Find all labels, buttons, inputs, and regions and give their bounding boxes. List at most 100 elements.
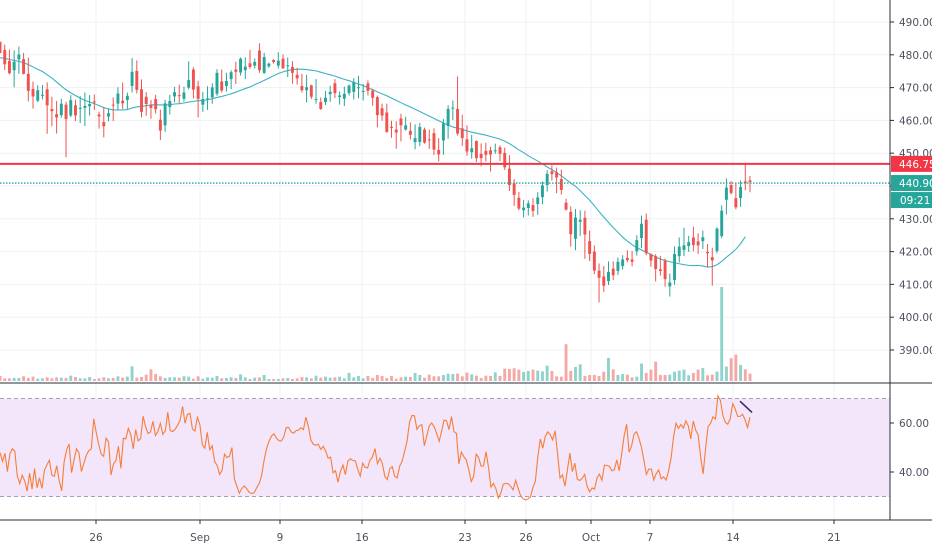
candle [394,121,398,149]
volume-bar [125,376,129,381]
y-tick-label: 420.00 [899,247,932,259]
candle [720,205,724,239]
candle [3,44,7,70]
candles [0,41,752,303]
candle-body [559,179,563,190]
volume-bar [432,376,436,381]
candle [399,113,403,142]
candle-body [512,183,516,195]
candle [319,97,323,110]
volume-bar [78,378,82,381]
candle [0,41,2,54]
candle-body [574,217,577,239]
candle [574,208,577,251]
volume-bar [206,377,210,381]
candle-body [569,211,573,235]
candle-body [229,72,233,80]
volume-bar [673,371,676,381]
candle-body [399,118,403,126]
candle [385,103,389,133]
candle-body [423,129,426,143]
candle [173,86,176,103]
volume-bar [239,374,243,381]
volume-bar [144,374,148,381]
volume-bar [168,377,172,381]
volume-bar [479,377,483,381]
volume-bar [182,376,186,381]
candle [635,235,639,256]
candle-body [328,91,332,95]
candle [706,244,710,268]
volume-bar [621,373,625,381]
volume-bar [654,361,658,381]
candle-body [342,93,346,99]
volume-bar [357,375,360,381]
candle [59,98,63,118]
candle [441,119,445,155]
candle [597,263,601,303]
volume-bar [592,374,596,381]
candle [663,258,667,287]
candle-body [140,89,143,112]
candle-body [658,269,662,271]
candle [371,88,375,106]
candle [668,273,672,297]
rsi-line [0,393,753,501]
candle [413,124,417,150]
volume-bar [512,368,516,381]
rsi-line-path [0,393,751,501]
candle [390,120,393,138]
volume-bar [40,378,44,381]
candle [22,52,26,75]
candle [125,92,129,109]
volume-bar [229,377,233,381]
volume-bar [248,378,252,381]
volume-bar [361,378,365,381]
volume-bar [668,374,672,381]
candle [50,96,54,127]
candle-body [361,90,365,92]
candle-body [257,50,261,71]
volume-bar [276,378,280,381]
volume-bar [324,376,327,381]
candle [493,143,497,154]
candle-body [531,205,535,211]
candle [45,82,49,134]
candle [602,266,606,292]
candle [555,167,559,194]
volume-bar [687,375,691,381]
volume-bar [649,369,653,381]
candle-body [314,99,318,101]
candle-body [621,259,625,267]
volume-bar [371,377,375,381]
candle-body [69,100,73,116]
candle [191,67,195,99]
candle [451,100,455,121]
volume-bar [305,377,309,381]
candle-body [507,168,511,186]
x-tick-label: Oct [582,532,600,544]
candle [404,116,408,131]
candle-body [239,58,243,73]
volume-bar [220,378,224,381]
volume-bar [224,377,228,381]
candle-body [64,104,68,120]
volume-bar [470,374,474,381]
volume-bar [607,357,610,381]
candle-body [267,63,271,67]
candle [55,101,59,134]
candle-body [375,97,379,116]
candle-body [45,89,49,106]
candle [347,84,351,96]
volume-bar [300,376,304,381]
volume-bar [177,377,181,381]
volume-bar [333,377,337,381]
candle-body [536,197,540,205]
candle [309,84,313,100]
candle-body [97,114,101,117]
candle [206,86,210,110]
y-tick-label: 480.00 [899,50,932,62]
candle [611,261,615,281]
candle-body [154,99,158,110]
